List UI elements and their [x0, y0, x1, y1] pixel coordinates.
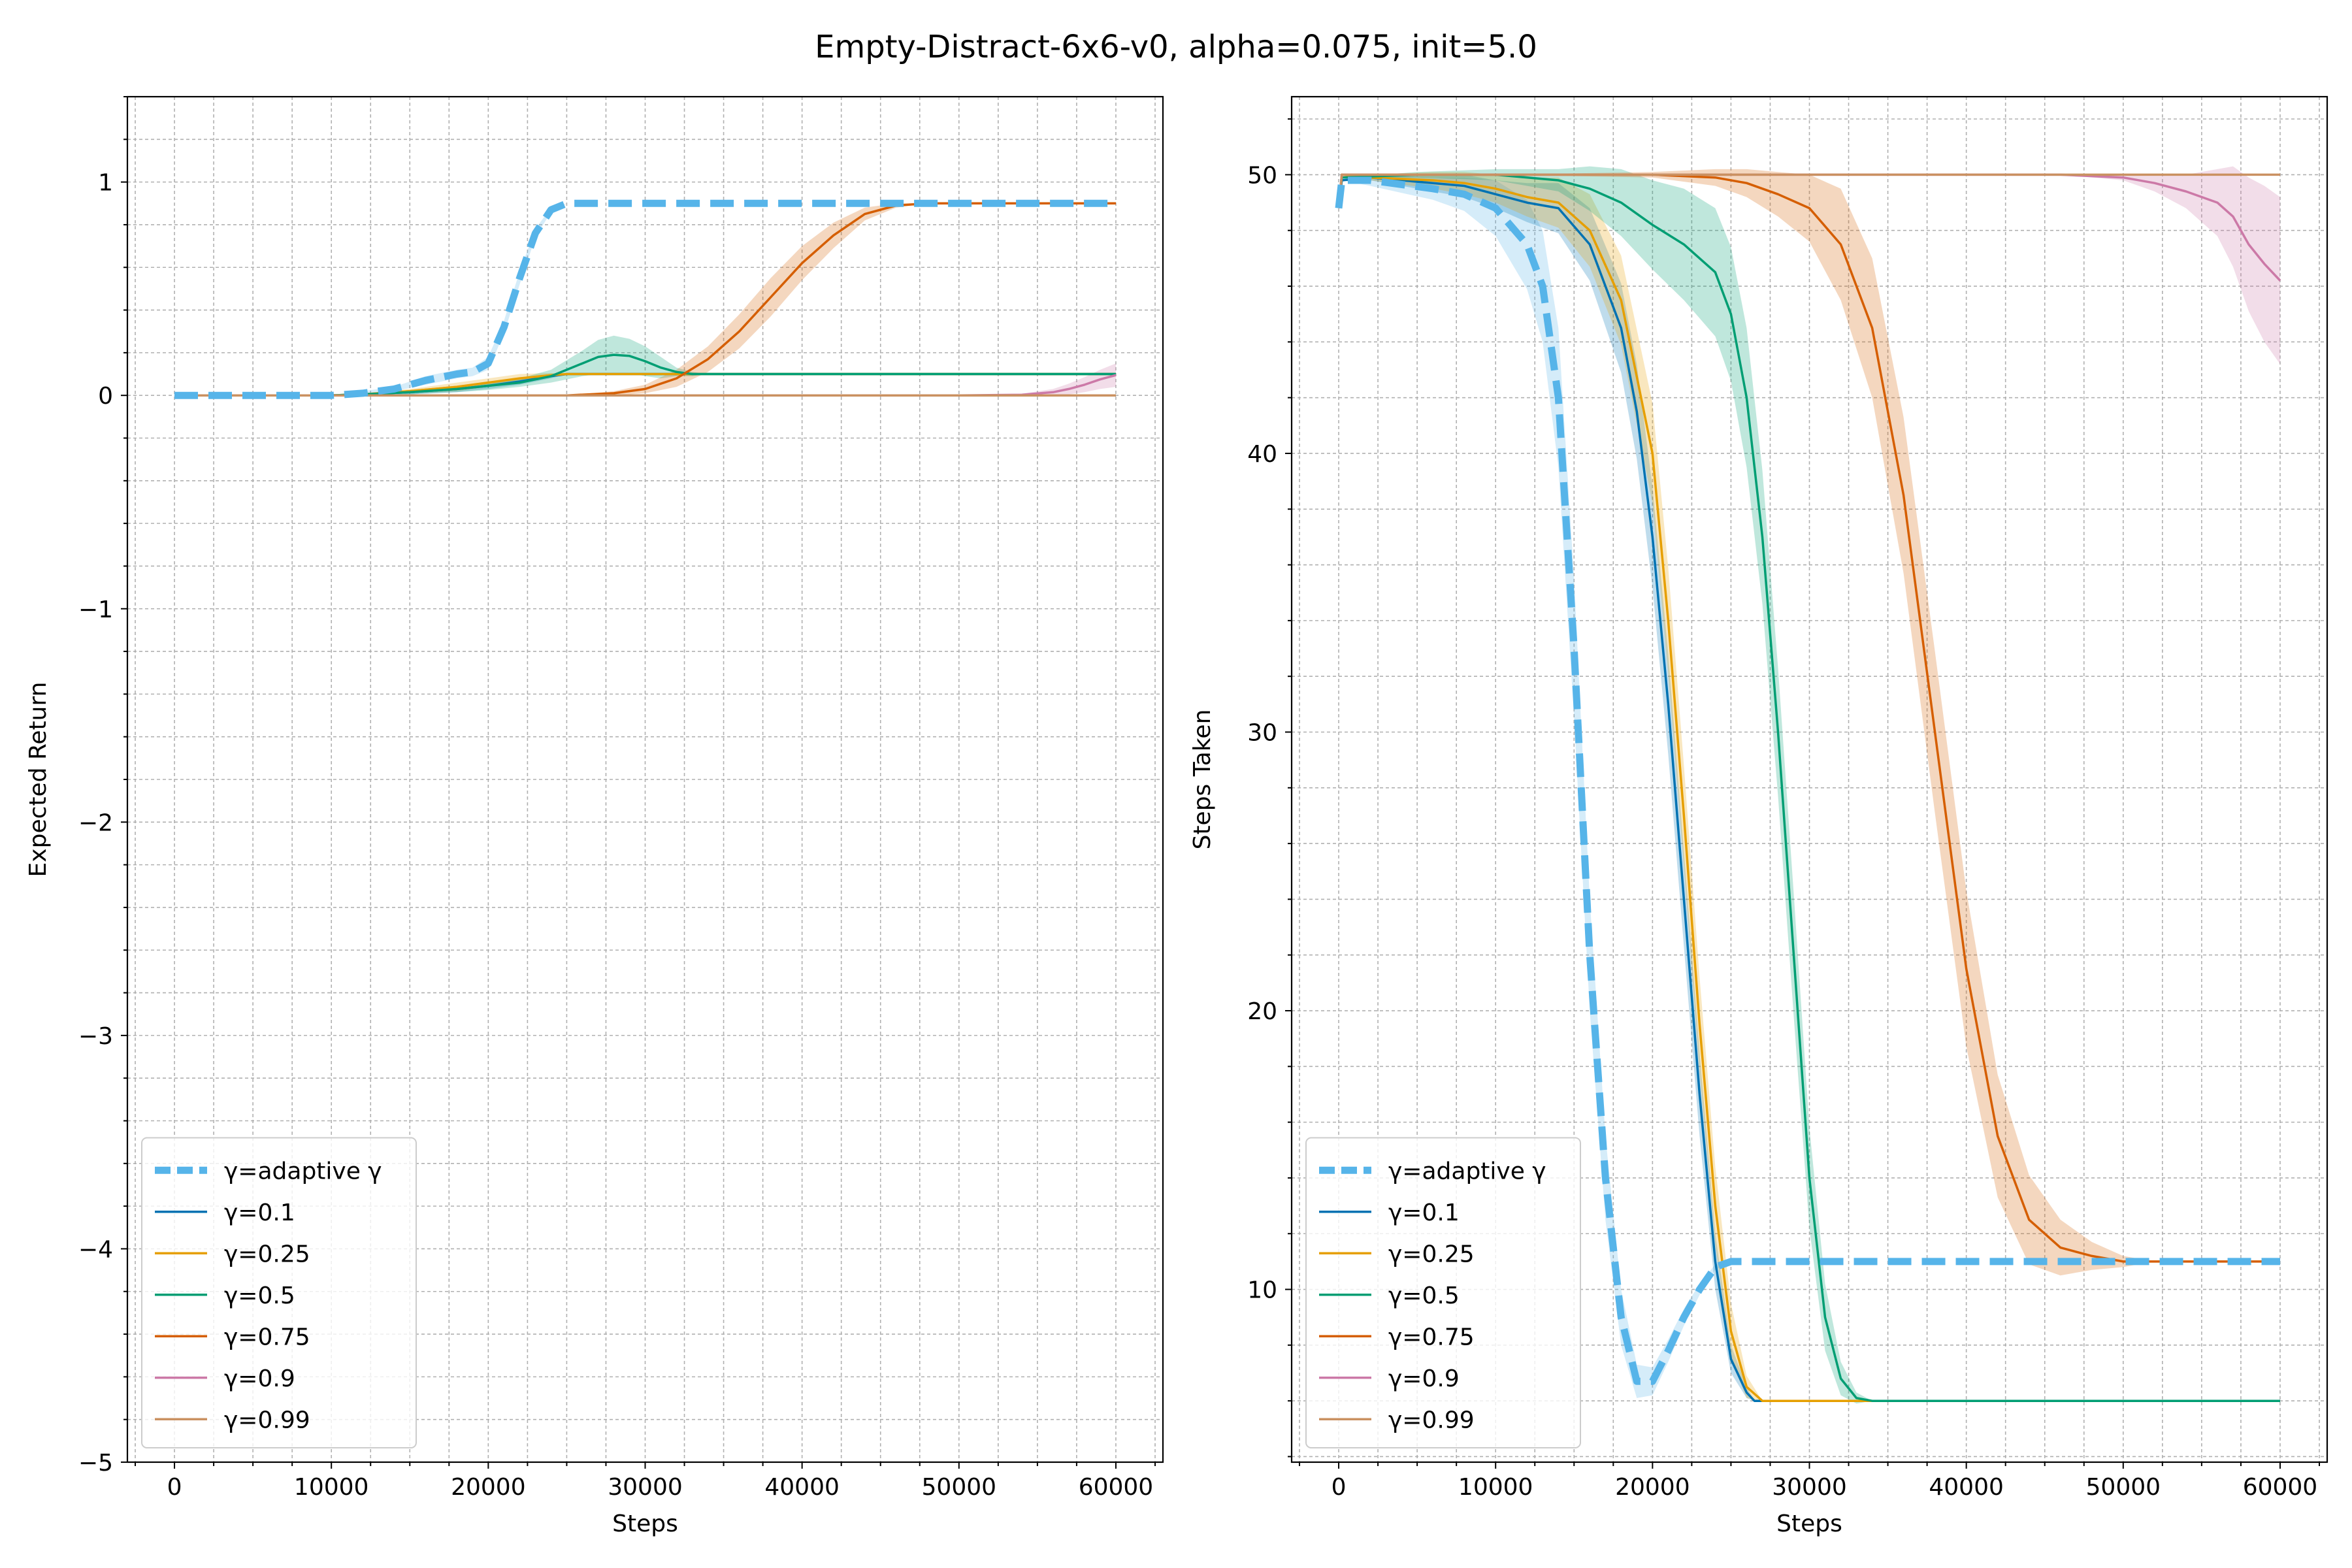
- series-line-0: [174, 199, 1116, 399]
- x-axis-label: Steps: [612, 1511, 678, 1537]
- x-axis-label: Steps: [1776, 1511, 1842, 1537]
- series-line-2: [1337, 173, 2280, 1402]
- y-tick-label: −3: [78, 1023, 113, 1050]
- y-tick-label: 1: [98, 170, 113, 197]
- x-tick-label: 20000: [1615, 1474, 1690, 1501]
- x-tick-label: 20000: [451, 1474, 526, 1501]
- legend-entry: γ=0.75: [1388, 1324, 1475, 1350]
- x-axis: 0 10000 20000 30000 40000 50000 60000: [1299, 1462, 2320, 1501]
- right-chart: 0 10000 20000 30000 40000 50000 60000 10 20 30 40 5…: [1189, 95, 2328, 1537]
- legend-entry: γ=0.25: [1388, 1241, 1475, 1267]
- legend: γ=adaptive γ γ=0.1 γ=0.25 γ=0.5 γ=0.75 γ=0.9 γ…: [141, 1137, 417, 1448]
- legend-entry: γ=0.1: [224, 1200, 295, 1226]
- x-tick-label: 50000: [2086, 1474, 2161, 1501]
- y-axis: 10 20 30 40 50: [1247, 118, 1292, 1458]
- y-axis-label: Expected Return: [25, 682, 52, 877]
- legend-entry: γ=0.5: [1388, 1282, 1460, 1309]
- y-axis-label: Steps Taken: [1189, 710, 1216, 850]
- legend-entry: γ=adaptive γ: [1388, 1158, 1546, 1184]
- legend-entry: γ=0.5: [224, 1282, 295, 1309]
- legend: γ=adaptive γ γ=0.1 γ=0.25 γ=0.5 γ=0.75 γ=0.9 γ…: [1305, 1137, 1581, 1448]
- series-line-3: [1337, 173, 2280, 1402]
- y-tick-label: −5: [78, 1450, 113, 1477]
- figure-title: Empty-Distract-6x6-v0, alpha=0.075, init…: [815, 29, 1537, 65]
- series-band-3: [1339, 166, 2280, 1404]
- x-tick-label: 40000: [1929, 1474, 2004, 1501]
- series-group: [1335, 166, 2281, 1404]
- y-tick-label: 10: [1247, 1277, 1277, 1304]
- x-tick-label: 40000: [764, 1474, 840, 1501]
- series-line-0: [1335, 176, 2280, 1385]
- legend-entry: γ=0.99: [224, 1407, 310, 1433]
- series-band-3: [174, 335, 1116, 396]
- series-band-2: [174, 372, 1116, 396]
- series-line-1: [1337, 176, 2280, 1402]
- legend-box: [141, 1137, 417, 1448]
- y-tick-label: −1: [78, 596, 113, 623]
- y-tick-label: 20: [1247, 998, 1277, 1025]
- legend-entry: γ=0.9: [224, 1365, 295, 1392]
- y-tick-label: 40: [1247, 441, 1277, 468]
- series-line-3: [174, 353, 1116, 397]
- x-tick-label: 30000: [608, 1474, 683, 1501]
- series-band-5: [1339, 166, 2280, 365]
- y-axis: −5 −4 −3 −2 −1 0 1: [78, 96, 127, 1477]
- y-tick-label: −4: [78, 1236, 113, 1263]
- legend-entry: γ=0.1: [1388, 1200, 1460, 1226]
- x-tick-label: 0: [1331, 1474, 1347, 1501]
- legend-entry: γ=0.9: [1388, 1365, 1460, 1392]
- legend-entry: γ=0.99: [1388, 1407, 1475, 1433]
- legend-entry: γ=adaptive γ: [224, 1158, 382, 1184]
- left-chart: 0 10000 20000 30000 40000 50000 60000−5−4−3−2−…: [25, 95, 1164, 1537]
- x-tick-label: 30000: [1772, 1474, 1847, 1501]
- y-tick-label: 0: [98, 383, 113, 410]
- legend-entry: γ=0.75: [224, 1324, 310, 1350]
- y-tick-label: 30: [1247, 719, 1277, 746]
- x-tick-label: 10000: [294, 1474, 369, 1501]
- x-tick-label: 10000: [1458, 1474, 1533, 1501]
- legend-box: [1305, 1137, 1581, 1448]
- y-tick-label: 50: [1247, 162, 1277, 189]
- series-group: [174, 199, 1117, 399]
- x-tick-label: 50000: [922, 1474, 997, 1501]
- y-tick-label: −2: [78, 809, 113, 836]
- legend-entry: γ=0.25: [224, 1241, 310, 1267]
- x-tick-label: 60000: [2243, 1474, 2318, 1501]
- x-tick-label: 60000: [1079, 1474, 1154, 1501]
- x-axis: 0 10000 20000 30000 40000 50000 60000: [135, 1462, 1156, 1501]
- x-tick-label: 0: [167, 1474, 182, 1501]
